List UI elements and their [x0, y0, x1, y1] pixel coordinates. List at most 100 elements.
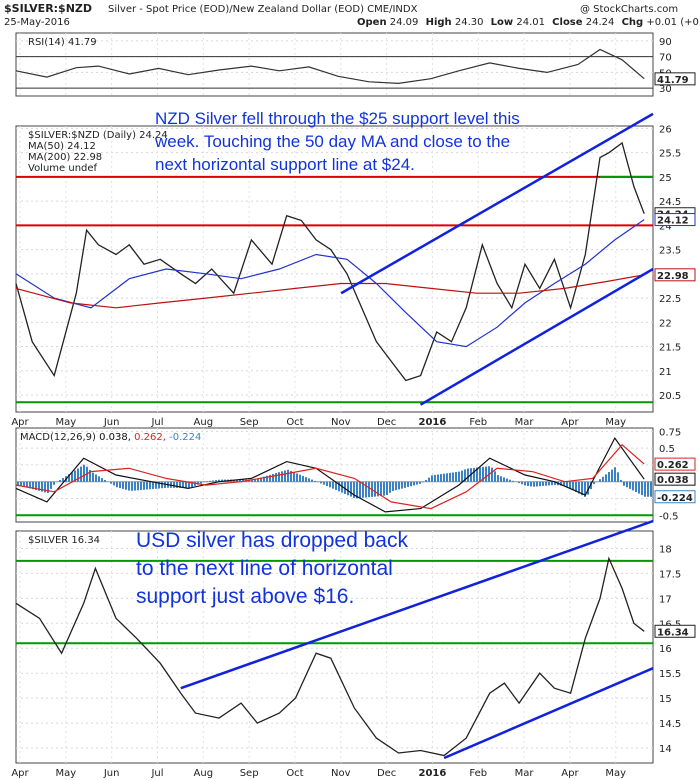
histogram-bar	[284, 470, 286, 482]
histogram-bar	[302, 475, 304, 482]
x-tick-label: Oct	[286, 768, 303, 779]
histogram-bar	[392, 481, 394, 491]
histogram-bar	[611, 469, 613, 482]
histogram-bar	[422, 481, 424, 483]
histogram-bar	[281, 471, 283, 482]
histogram-bar	[500, 476, 502, 482]
chart-description: Silver - Spot Price (EOD)/New Zealand Do…	[108, 4, 418, 15]
histogram-bar	[641, 481, 643, 496]
y-tick-label: 0.75	[659, 427, 681, 438]
histogram-bar	[518, 481, 520, 484]
x-tick-label: Feb	[469, 417, 487, 428]
histogram-bar	[425, 479, 427, 482]
histogram-bar	[263, 476, 265, 482]
histogram-bar	[377, 481, 379, 497]
y-tick-label: 26	[659, 124, 672, 135]
x-tick-label: Nov	[331, 768, 351, 779]
annotation-usd-line: USD silver has dropped back	[136, 529, 408, 552]
histogram-bar	[383, 481, 385, 496]
histogram-bar	[608, 471, 610, 482]
x-tick-label: Dec	[377, 417, 396, 428]
histogram-bar	[314, 480, 316, 482]
histogram-bar	[602, 476, 604, 482]
histogram-bar	[326, 481, 328, 487]
histogram-bar	[350, 481, 352, 497]
histogram-bar	[509, 479, 511, 482]
chart-date: 25-May-2016	[4, 17, 70, 28]
histogram-bar	[452, 472, 454, 482]
histogram-bar	[476, 467, 478, 482]
histogram-bar	[644, 481, 646, 497]
histogram-bar	[545, 481, 547, 486]
histogram-bar	[320, 481, 322, 484]
histogram-bar	[593, 481, 595, 484]
histogram-bar	[614, 467, 616, 482]
last-value-box	[654, 472, 696, 486]
histogram-bar	[455, 472, 457, 482]
histogram-bar	[260, 477, 262, 482]
histogram-bar	[473, 467, 475, 482]
histogram-bar	[212, 480, 214, 482]
legend-macd: MACD(12,26,9) 0.038, 0.262, -0.224	[20, 432, 201, 443]
histogram-bar	[101, 478, 103, 482]
x-tick-label: Apr	[11, 417, 29, 428]
annotation-usd-line: to the next line of horizontal	[136, 557, 393, 580]
x-tick-label: Aug	[194, 417, 214, 428]
histogram-bar	[197, 481, 199, 485]
histogram-bar	[578, 481, 580, 494]
histogram-bar	[575, 481, 577, 492]
y-tick-label: 0.5	[659, 444, 675, 455]
histogram-bar	[395, 481, 397, 491]
histogram-bar	[236, 479, 238, 482]
histogram-bar	[293, 472, 295, 482]
histogram-bar	[401, 481, 403, 489]
histogram-bar	[242, 479, 244, 482]
histogram-bar	[41, 481, 43, 492]
histogram-bar	[398, 481, 400, 490]
histogram-bar	[26, 481, 28, 488]
histogram-bar	[572, 481, 574, 491]
histogram-bar	[218, 479, 220, 482]
x-tick-label: Apr	[11, 768, 29, 779]
histogram-bar	[359, 481, 361, 499]
x-tick-label: Nov	[331, 417, 351, 428]
histogram-bar	[341, 481, 343, 493]
histogram-bar	[182, 481, 184, 488]
histogram-bar	[434, 474, 436, 482]
last-value-box	[654, 624, 696, 638]
x-tick-label: Oct	[286, 417, 303, 428]
histogram-bar	[605, 474, 607, 482]
histogram-bar	[536, 481, 538, 487]
series-line	[15, 219, 645, 348]
histogram-bar	[164, 481, 166, 488]
histogram-bar	[296, 473, 298, 482]
histogram-bar	[191, 481, 193, 487]
x-tick-label: Jun	[103, 417, 120, 428]
y-tick-label: 70	[659, 53, 672, 64]
histogram-bar	[329, 481, 331, 488]
y-tick-label: 23.5	[659, 246, 681, 257]
annotation-nzd-line: week. Touching the 50 day MA and close t…	[154, 132, 510, 151]
histogram-bar	[188, 481, 190, 489]
histogram-bar	[590, 481, 592, 490]
histogram-bar	[158, 481, 160, 489]
trend-line	[340, 112, 654, 295]
ohlc-readout: Open 24.09 High 24.30 Low 24.01 Close 24…	[357, 17, 700, 28]
histogram-bar	[50, 481, 52, 489]
histogram-bar	[80, 466, 82, 482]
histogram-bar	[362, 481, 364, 498]
histogram-bar	[617, 472, 619, 482]
histogram-bar	[446, 473, 448, 482]
histogram-bar	[20, 481, 22, 487]
legend-entry: MA(50) 24.12	[28, 141, 96, 152]
histogram-bar	[68, 474, 70, 482]
series-line	[15, 48, 645, 85]
histogram-bar	[569, 481, 571, 489]
histogram-bar	[560, 481, 562, 486]
histogram-bar	[491, 467, 493, 482]
histogram-bar	[140, 481, 142, 491]
x-tick-label: Dec	[377, 768, 396, 779]
last-value-label: 16.34	[657, 627, 689, 638]
panel-price_nzd: 2625.52524.52423.52322.52221.52120.5$SIL…	[15, 112, 696, 413]
